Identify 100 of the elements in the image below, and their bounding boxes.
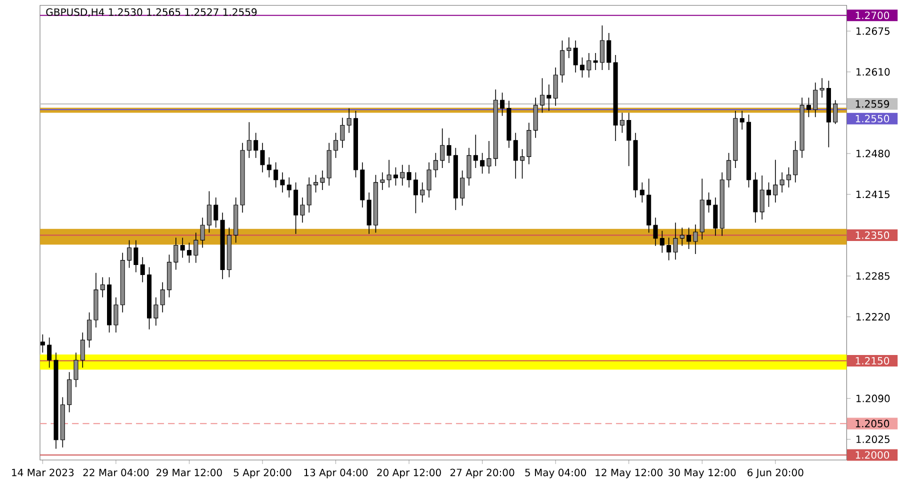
x-tick-label: 5 Apr 20:00 bbox=[234, 468, 292, 478]
y-tick-label: 1.2415 bbox=[856, 190, 890, 198]
candlestick bbox=[513, 132, 518, 180]
x-tick-label: 12 May 12:00 bbox=[596, 468, 662, 478]
candlestick bbox=[786, 166, 791, 188]
candlestick bbox=[666, 237, 672, 261]
candlestick bbox=[706, 192, 712, 213]
x-tick-label: 5 May 04:00 bbox=[525, 468, 586, 478]
candlestick bbox=[766, 182, 772, 208]
candlestick bbox=[400, 164, 405, 186]
candlestick bbox=[333, 132, 338, 158]
candlestick bbox=[620, 112, 624, 134]
y-tick-label: 1.2025 bbox=[856, 435, 890, 444]
candlestick bbox=[114, 296, 118, 333]
candlestick bbox=[100, 276, 105, 298]
candlestick bbox=[180, 237, 185, 258]
candlestick bbox=[40, 334, 45, 354]
candlestick bbox=[340, 117, 345, 148]
candlestick bbox=[446, 137, 452, 164]
candlestick bbox=[606, 32, 612, 70]
candlestick bbox=[440, 128, 445, 168]
ref-line-label: 1.2000 bbox=[856, 451, 890, 459]
x-tick-label: 30 May 12:00 bbox=[668, 468, 736, 478]
x-tick-label: 29 Mar 12:00 bbox=[156, 468, 222, 476]
candlestick bbox=[286, 177, 292, 198]
x-tick-label: 14 Mar 2023 bbox=[12, 468, 74, 476]
candlestick bbox=[200, 217, 205, 248]
candlestick bbox=[520, 148, 525, 180]
ref-line-label: 1.2150 bbox=[856, 356, 890, 365]
candlestick bbox=[160, 282, 165, 313]
candlestick bbox=[780, 172, 784, 193]
candlestick bbox=[260, 142, 265, 173]
candlestick bbox=[320, 170, 325, 190]
candlestick bbox=[47, 337, 52, 368]
y-tick-label: 1.2285 bbox=[856, 272, 890, 280]
candlestick bbox=[280, 172, 285, 193]
ref-line-label: 1.2559 bbox=[856, 100, 890, 108]
y-tick-label: 1.2610 bbox=[856, 68, 890, 76]
candlestick bbox=[553, 67, 558, 106]
candlestick bbox=[186, 242, 192, 264]
candlestick bbox=[126, 240, 132, 268]
candlestick bbox=[306, 177, 312, 213]
candlestick bbox=[473, 134, 478, 168]
candlestick bbox=[74, 352, 78, 388]
ref-line-label: 1.2050 bbox=[856, 420, 890, 428]
candlestick bbox=[580, 57, 584, 78]
candlestick bbox=[593, 52, 598, 70]
candlestick bbox=[214, 197, 218, 228]
y-tick-label: 1.2480 bbox=[856, 150, 890, 158]
candlestick bbox=[600, 25, 604, 70]
candlestick bbox=[406, 164, 412, 188]
candlestick bbox=[806, 97, 811, 118]
candlestick bbox=[426, 162, 432, 198]
candlestick bbox=[653, 217, 658, 246]
candlestick bbox=[726, 152, 732, 188]
candlestick bbox=[500, 92, 505, 116]
candlestick bbox=[586, 52, 592, 78]
candlestick bbox=[87, 312, 92, 348]
candlestick bbox=[573, 40, 578, 73]
candlestick bbox=[206, 190, 212, 234]
candlestick bbox=[680, 227, 684, 246]
y-tick-label: 1.2090 bbox=[856, 394, 890, 402]
ref-line-label: 1.2350 bbox=[856, 231, 890, 239]
candlestick bbox=[154, 296, 158, 326]
candlestick bbox=[686, 227, 692, 250]
candlestick bbox=[346, 108, 352, 134]
candlestick bbox=[833, 100, 838, 124]
candlestick bbox=[246, 122, 252, 158]
ref-line-label: 1.2700 bbox=[856, 12, 890, 20]
candlestick bbox=[713, 197, 718, 236]
x-tick-label: 20 Apr 12:00 bbox=[377, 468, 441, 478]
candlestick bbox=[773, 159, 778, 203]
candlestick bbox=[626, 112, 632, 167]
candlestick bbox=[813, 82, 818, 118]
candlestick bbox=[393, 166, 398, 186]
candlestick bbox=[673, 222, 678, 260]
candlestick bbox=[460, 170, 465, 206]
candlestick bbox=[194, 232, 198, 264]
candlestick bbox=[660, 230, 664, 254]
candlestick bbox=[140, 256, 145, 283]
candlestick bbox=[466, 147, 472, 186]
candlestick bbox=[80, 332, 85, 368]
candlestick bbox=[740, 110, 744, 130]
candlestick bbox=[266, 156, 272, 178]
candlestick bbox=[433, 152, 438, 178]
y-tick-label: 1.2675 bbox=[856, 27, 890, 35]
candlestick bbox=[174, 237, 178, 270]
candlestick bbox=[413, 172, 418, 214]
candlestick bbox=[420, 182, 425, 203]
y-tick-label: 1.2220 bbox=[856, 313, 890, 321]
candlestick bbox=[386, 159, 392, 188]
candlestick bbox=[546, 84, 552, 112]
candlestick bbox=[134, 240, 138, 273]
candlestick bbox=[300, 197, 305, 224]
chart-title: GBPUSD,H4 1.2530 1.2565 1.2527 1.2559 bbox=[46, 8, 257, 17]
candlestick bbox=[314, 174, 318, 193]
candlestick bbox=[820, 78, 824, 98]
candlestick bbox=[540, 78, 545, 114]
candlestick bbox=[480, 152, 485, 174]
candlestick bbox=[693, 224, 698, 254]
